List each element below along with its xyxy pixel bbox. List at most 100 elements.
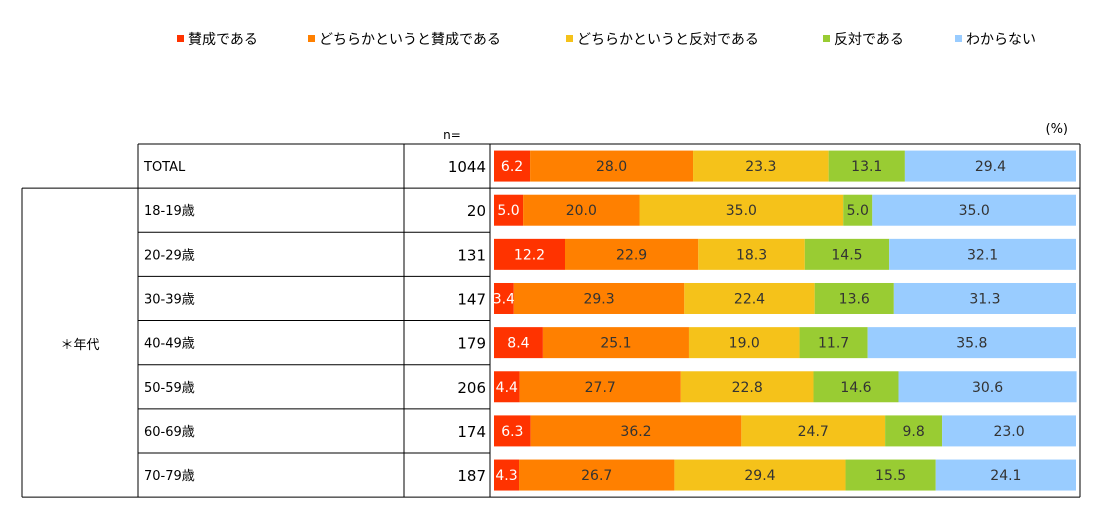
- bars: 6.2 28.0 23.3 13.1 29.4 5.0 20.0 35.0 5.0 35.0 12.…: [493, 150, 1077, 491]
- bar-segment: [494, 415, 531, 447]
- bar-segment: [494, 459, 520, 491]
- legend-swatch: [955, 35, 962, 42]
- bar-value-label: 30.6: [972, 380, 1003, 396]
- bar-value-label: 13.6: [839, 291, 870, 307]
- data-table: TOTAL 1044 18-19歳 20 20-29歳 131 30-39歳 147 40-49…: [21, 143, 1081, 498]
- bar-value-label: 13.1: [851, 159, 882, 175]
- bar-segment: [530, 415, 742, 447]
- bar-value-label: 28.0: [596, 159, 627, 175]
- legend-swatch: [308, 35, 315, 42]
- bar-segment: [845, 459, 936, 491]
- bar-segment: [804, 238, 890, 270]
- row-label: 30-39歳: [144, 292, 195, 307]
- bar-segment: [885, 415, 943, 447]
- bar-value-label: 35.0: [959, 203, 990, 219]
- bar-value-label: 36.2: [620, 424, 651, 440]
- bar-value-label: 29.4: [975, 159, 1006, 175]
- bar-value-label: 20.0: [566, 203, 597, 219]
- bar-value-label: 18.3: [736, 247, 767, 263]
- bar-segment: [494, 371, 520, 403]
- n-header: n=: [443, 128, 461, 142]
- bar-segment: [799, 327, 868, 359]
- legend-swatch: [177, 35, 184, 42]
- bar-value-label: 22.4: [734, 291, 765, 307]
- bar-value-label: 4.4: [496, 380, 518, 396]
- bar-value-label: 29.3: [583, 291, 614, 307]
- bar-value-label: 27.7: [585, 380, 616, 396]
- legend-label: 反対である: [834, 32, 904, 48]
- bar-segment: [494, 194, 524, 226]
- bar-segment: [814, 282, 894, 314]
- bar-segment: [843, 194, 873, 226]
- bar-segment: [813, 371, 899, 403]
- bar-value-label: 6.3: [501, 424, 523, 440]
- percent-unit: (%): [1046, 122, 1069, 137]
- bar-segment: [674, 459, 846, 491]
- row-n-value: 187: [457, 467, 486, 485]
- row-n-value: 147: [457, 290, 486, 308]
- bar-segment: [698, 238, 805, 270]
- bar-segment: [741, 415, 886, 447]
- row-label: 70-79歳: [144, 469, 195, 484]
- bar-value-label: 5.0: [497, 203, 519, 219]
- legend-swatch: [823, 35, 830, 42]
- bar-segment: [935, 459, 1076, 491]
- bar-value-label: 4.3: [495, 468, 517, 484]
- bar-value-label: 6.2: [501, 159, 523, 175]
- bar-value-label: 35.8: [956, 336, 987, 352]
- bar-segment: [904, 150, 1076, 182]
- row-label: 18-19歳: [144, 204, 195, 219]
- bar-segment: [565, 238, 699, 270]
- bar-value-label: 35.0: [726, 203, 757, 219]
- row-n-value: 179: [457, 335, 486, 353]
- bar-value-label: 14.5: [831, 247, 862, 263]
- bar-value-label: 19.0: [729, 336, 760, 352]
- bar-value-label: 5.0: [847, 203, 869, 219]
- bar-value-label: 32.1: [967, 247, 998, 263]
- row-n-value: 206: [457, 379, 486, 397]
- bar-value-label: 24.7: [798, 424, 829, 440]
- row-n-value: 174: [457, 423, 486, 441]
- bar-segment: [519, 371, 681, 403]
- bar-value-label: 12.2: [514, 247, 545, 263]
- bar-segment: [898, 371, 1077, 403]
- bar-value-label: 11.7: [818, 336, 849, 352]
- bar-segment: [889, 238, 1076, 270]
- bar-value-label: 24.1: [990, 468, 1021, 484]
- bar-value-label: 23.3: [745, 159, 776, 175]
- row-n-value: 20: [467, 202, 486, 220]
- legend-label: どちらかというと賛成である: [319, 32, 501, 48]
- bar-value-label: 22.8: [732, 380, 763, 396]
- bar-segment: [872, 194, 1076, 226]
- bar-segment: [942, 415, 1076, 447]
- bar-segment: [513, 282, 685, 314]
- bar-segment: [688, 327, 800, 359]
- bar-segment: [530, 150, 694, 182]
- bar-segment: [639, 194, 844, 226]
- bar-segment: [494, 150, 531, 182]
- bar-segment: [494, 238, 566, 270]
- bar-value-label: 9.8: [902, 424, 924, 440]
- row-label: 50-59歳: [144, 381, 195, 396]
- bar-segment: [867, 327, 1076, 359]
- bar-value-label: 25.1: [600, 336, 631, 352]
- group-label: ＊年代: [60, 338, 99, 353]
- bar-segment: [893, 282, 1076, 314]
- bar-value-label: 23.0: [993, 424, 1024, 440]
- bar-segment: [494, 282, 514, 314]
- legend-label: わからない: [966, 32, 1036, 48]
- legend-label: どちらかというと反対である: [577, 32, 759, 48]
- bar-value-label: 26.7: [581, 468, 612, 484]
- bar-segment: [684, 282, 815, 314]
- bar-value-label: 8.4: [507, 336, 529, 352]
- legend-label: 賛成である: [188, 32, 258, 48]
- bar-value-label: 29.4: [744, 468, 775, 484]
- bar-segment: [494, 327, 543, 359]
- row-n-value: 131: [457, 246, 486, 264]
- bar-segment: [542, 327, 689, 359]
- legend-swatch: [566, 35, 573, 42]
- bar-segment: [693, 150, 829, 182]
- bar-value-label: 15.5: [875, 468, 906, 484]
- bar-segment: [519, 459, 675, 491]
